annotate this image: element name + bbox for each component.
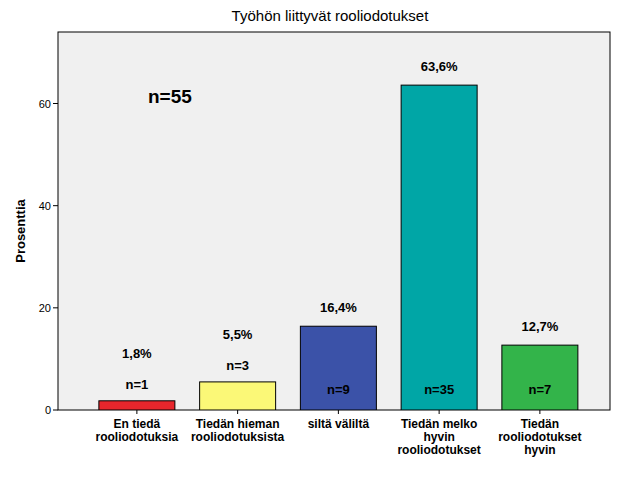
x-tick-label-line: hyvin <box>423 430 454 444</box>
x-tick-label-line: Tiedän hieman <box>196 417 280 431</box>
count-label: n=1 <box>125 377 148 392</box>
count-label: n=3 <box>226 358 249 373</box>
x-tick <box>539 410 540 414</box>
x-tick-label-line: hyvin <box>524 443 555 457</box>
value-label: 16,4% <box>320 300 357 315</box>
x-tick-label-line: Tiedän melko <box>401 417 477 431</box>
x-tick-label-line: rooliodotuksista <box>191 430 285 444</box>
x-tick-label: Tiedän hiemanrooliodotuksista <box>191 417 285 444</box>
y-tick <box>53 307 58 308</box>
x-tick-label-line: rooliodotuksia <box>96 430 179 444</box>
x-tick <box>338 410 339 414</box>
y-tick <box>53 103 58 104</box>
value-label: 63,6% <box>421 59 458 74</box>
x-tick <box>237 410 238 414</box>
y-axis-label: Prosenttia <box>13 198 28 262</box>
x-tick-label: siltä väliltä <box>308 417 370 431</box>
y-tick <box>53 410 58 411</box>
x-tick-label-line: rooliodotukset <box>397 443 480 457</box>
count-label: n=35 <box>424 382 454 397</box>
chart: Työhön liittyvät rooliodotukset Prosentti… <box>0 0 626 501</box>
x-tick <box>136 410 137 414</box>
x-tick-label-line: rooliodotukset <box>498 430 581 444</box>
y-tick <box>53 205 58 206</box>
x-tick <box>439 410 440 414</box>
plot-area <box>58 32 610 410</box>
annotation: n=55 <box>148 86 192 107</box>
x-tick-label-line: Tiedän <box>521 417 559 431</box>
bars <box>99 85 578 410</box>
bar <box>401 85 477 410</box>
x-tick-label: En tiedärooliodotuksia <box>96 417 179 444</box>
y-tick-label: 20 <box>39 302 51 314</box>
value-label: 5,5% <box>223 327 253 342</box>
bar <box>502 345 578 410</box>
y-tick-label: 40 <box>39 200 51 212</box>
x-tick-label-line: siltä väliltä <box>308 417 370 431</box>
y-tick-label: 60 <box>39 98 51 110</box>
count-label: n=9 <box>327 382 350 397</box>
x-tick-label: Tiedän melkohyvinrooliodotukset <box>397 417 480 457</box>
bar <box>200 382 276 410</box>
x-tick-label-line: En tiedä <box>114 417 161 431</box>
count-label: n=7 <box>528 382 551 397</box>
value-label: 1,8% <box>122 346 152 361</box>
value-label: 12,7% <box>521 319 558 334</box>
x-tick-label: Tiedänrooliodotuksethyvin <box>498 417 581 457</box>
y-tick-label: 0 <box>45 404 51 416</box>
bar <box>99 401 175 410</box>
bar <box>300 326 376 410</box>
title: Työhön liittyvät rooliodotukset <box>232 7 430 24</box>
